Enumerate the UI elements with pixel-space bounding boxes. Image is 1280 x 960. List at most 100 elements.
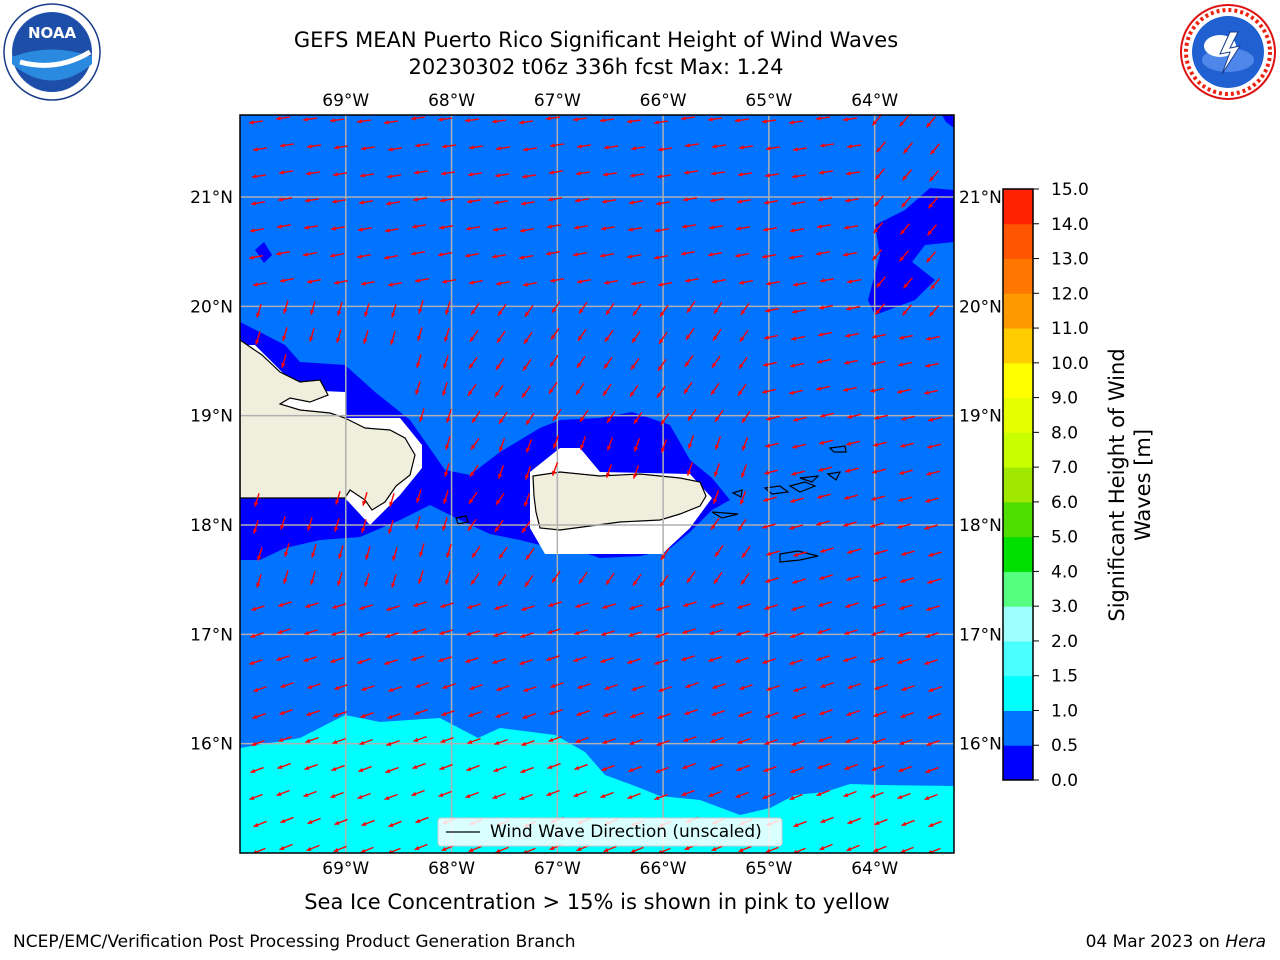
wind-wave-arrow-head (550, 278, 555, 283)
wind-wave-arrow-head (281, 362, 286, 368)
wind-wave-arrow-head (876, 282, 882, 288)
wind-wave-arrow-head (683, 737, 689, 742)
chart-subtitle: 20230302 t06z 336h fcst Max: 1.24 (408, 55, 784, 79)
wind-wave-arrow-head (654, 660, 660, 665)
wind-wave-arrow-head (899, 121, 905, 127)
colorbar-segment (1003, 293, 1033, 329)
wind-wave-arrow-head (846, 576, 852, 581)
wind-wave-arrow-head (712, 335, 718, 341)
colorbar-tick-label: 1.0 (1051, 701, 1078, 721)
wind-wave-arrow-head (441, 711, 447, 716)
wind-wave-arrow-head (577, 144, 582, 149)
wind-wave-arrow-head (793, 282, 798, 287)
wind-wave-arrow-head (412, 224, 417, 229)
wind-wave-arrow-head (846, 711, 852, 716)
wind-wave-arrow-head (901, 551, 907, 556)
colorbar-frame (1002, 188, 1034, 781)
legend-label: Wind Wave Direction (unscaled) (490, 822, 762, 842)
wind-wave-arrow-head (605, 579, 611, 585)
legend-box (437, 817, 783, 847)
wind-wave-arrow-head (711, 711, 717, 716)
wind-wave-arrow-head (278, 602, 284, 607)
wind-wave-arrow-head (334, 820, 340, 825)
lat-tick-label-left: 20°N (190, 297, 233, 317)
wind-wave-arrow-head (628, 767, 634, 772)
wind-wave-arrow-head (440, 603, 446, 608)
wind-wave-arrow-head (925, 768, 931, 773)
wind-wave-arrow-head (365, 554, 370, 560)
wind-wave-arrow-head (654, 795, 660, 800)
wind-wave-arrow-head (871, 766, 877, 771)
wind-wave-arrow-head (446, 417, 451, 423)
wind-wave-arrow-head (870, 793, 876, 798)
wind-wave-arrow-head (764, 200, 769, 205)
wind-wave-arrow-head (419, 416, 424, 422)
wind-wave-arrow-head (573, 252, 578, 257)
wind-wave-arrow-head (442, 144, 447, 149)
wind-wave-arrow-head (847, 819, 853, 824)
wind-wave-arrow-head (469, 280, 474, 285)
wind-wave-arrow-head (766, 416, 772, 421)
wind-wave-arrow-head (388, 687, 394, 692)
wind-wave-arrow-head (602, 604, 608, 609)
colorbar-tick-label: 11.0 (1051, 319, 1089, 339)
wind-wave-arrow-head (659, 311, 665, 317)
wind-wave-arrow-head (899, 470, 905, 475)
wind-wave-arrow-head (765, 848, 771, 853)
wind-wave-arrow-head (763, 632, 769, 637)
wind-wave-arrow-head (418, 578, 423, 584)
lon-tick-label-top: 65°W (745, 91, 792, 111)
wind-wave-arrow-head (600, 658, 606, 663)
wind-wave-arrow-head (763, 227, 768, 232)
colorbar-tick-label: 3.0 (1051, 597, 1078, 617)
wind-wave-arrow-head (792, 444, 798, 449)
wind-wave-arrow-head (898, 632, 904, 637)
wind-wave-arrow-head (546, 791, 552, 796)
wind-wave-arrow-head (276, 656, 282, 661)
wind-wave-arrow-head (765, 308, 770, 313)
wind-wave-arrow-head (359, 740, 365, 745)
wind-wave-arrow-head (928, 203, 934, 209)
wind-wave-arrow-head (386, 606, 392, 611)
wind-wave-arrow-head (414, 845, 420, 850)
wind-wave-arrow-head (900, 578, 906, 583)
wind-wave-arrow-head (789, 255, 794, 260)
wind-wave-arrow-head (600, 793, 606, 798)
wind-wave-arrow-head (307, 684, 313, 689)
wind-wave-arrow-head (903, 148, 909, 154)
wind-wave-arrow-head (385, 768, 391, 773)
wind-wave-arrow-head (573, 117, 578, 122)
wind-wave-arrow-head (440, 738, 446, 743)
wind-wave-arrow-head (384, 660, 390, 665)
wind-wave-arrow-head (256, 312, 261, 318)
colorbar-tick-labels: 0.0 0.5 1.0 1.5 2.0 3.0 4.0 5.0 6.0 7.0 8.0 9.0 10.0… (1051, 180, 1089, 791)
wind-wave-arrow-head (443, 363, 448, 369)
wind-wave-arrow-head (766, 551, 772, 556)
wind-wave-arrow-head (521, 201, 526, 206)
wind-wave-arrow-head (901, 202, 907, 208)
wind-wave-arrow-head (843, 387, 849, 392)
wind-wave-arrow-head (737, 604, 743, 609)
wind-wave-arrow-head (791, 201, 796, 206)
wind-wave-arrow-head (633, 418, 639, 424)
wind-wave-arrow-head (847, 144, 852, 149)
wind-wave-arrow-head (875, 309, 881, 315)
wind-wave-arrow-head (332, 739, 338, 744)
wind-wave-arrow-head (524, 311, 530, 317)
wind-wave-arrow-head (872, 120, 878, 126)
wind-wave-arrow-head (519, 660, 525, 665)
wind-wave-arrow-head (361, 281, 366, 286)
wind-wave-arrow-head (360, 713, 366, 718)
wind-wave-arrow-head (844, 765, 850, 770)
wind-wave-arrow-head (741, 417, 747, 423)
wind-wave-arrow-head (793, 552, 799, 557)
wind-wave-arrow-head (684, 170, 689, 175)
wind-wave-arrow-head (844, 225, 849, 230)
wind-wave-arrow-head (897, 524, 903, 529)
wind-wave-arrow-head (493, 767, 499, 772)
wind-wave-arrow-head (522, 174, 527, 179)
wind-wave-arrow-head (847, 279, 852, 284)
wind-wave-arrow-head (713, 498, 718, 504)
wind-wave-arrow-head (873, 712, 879, 717)
wind-wave-arrow-head (466, 226, 471, 231)
